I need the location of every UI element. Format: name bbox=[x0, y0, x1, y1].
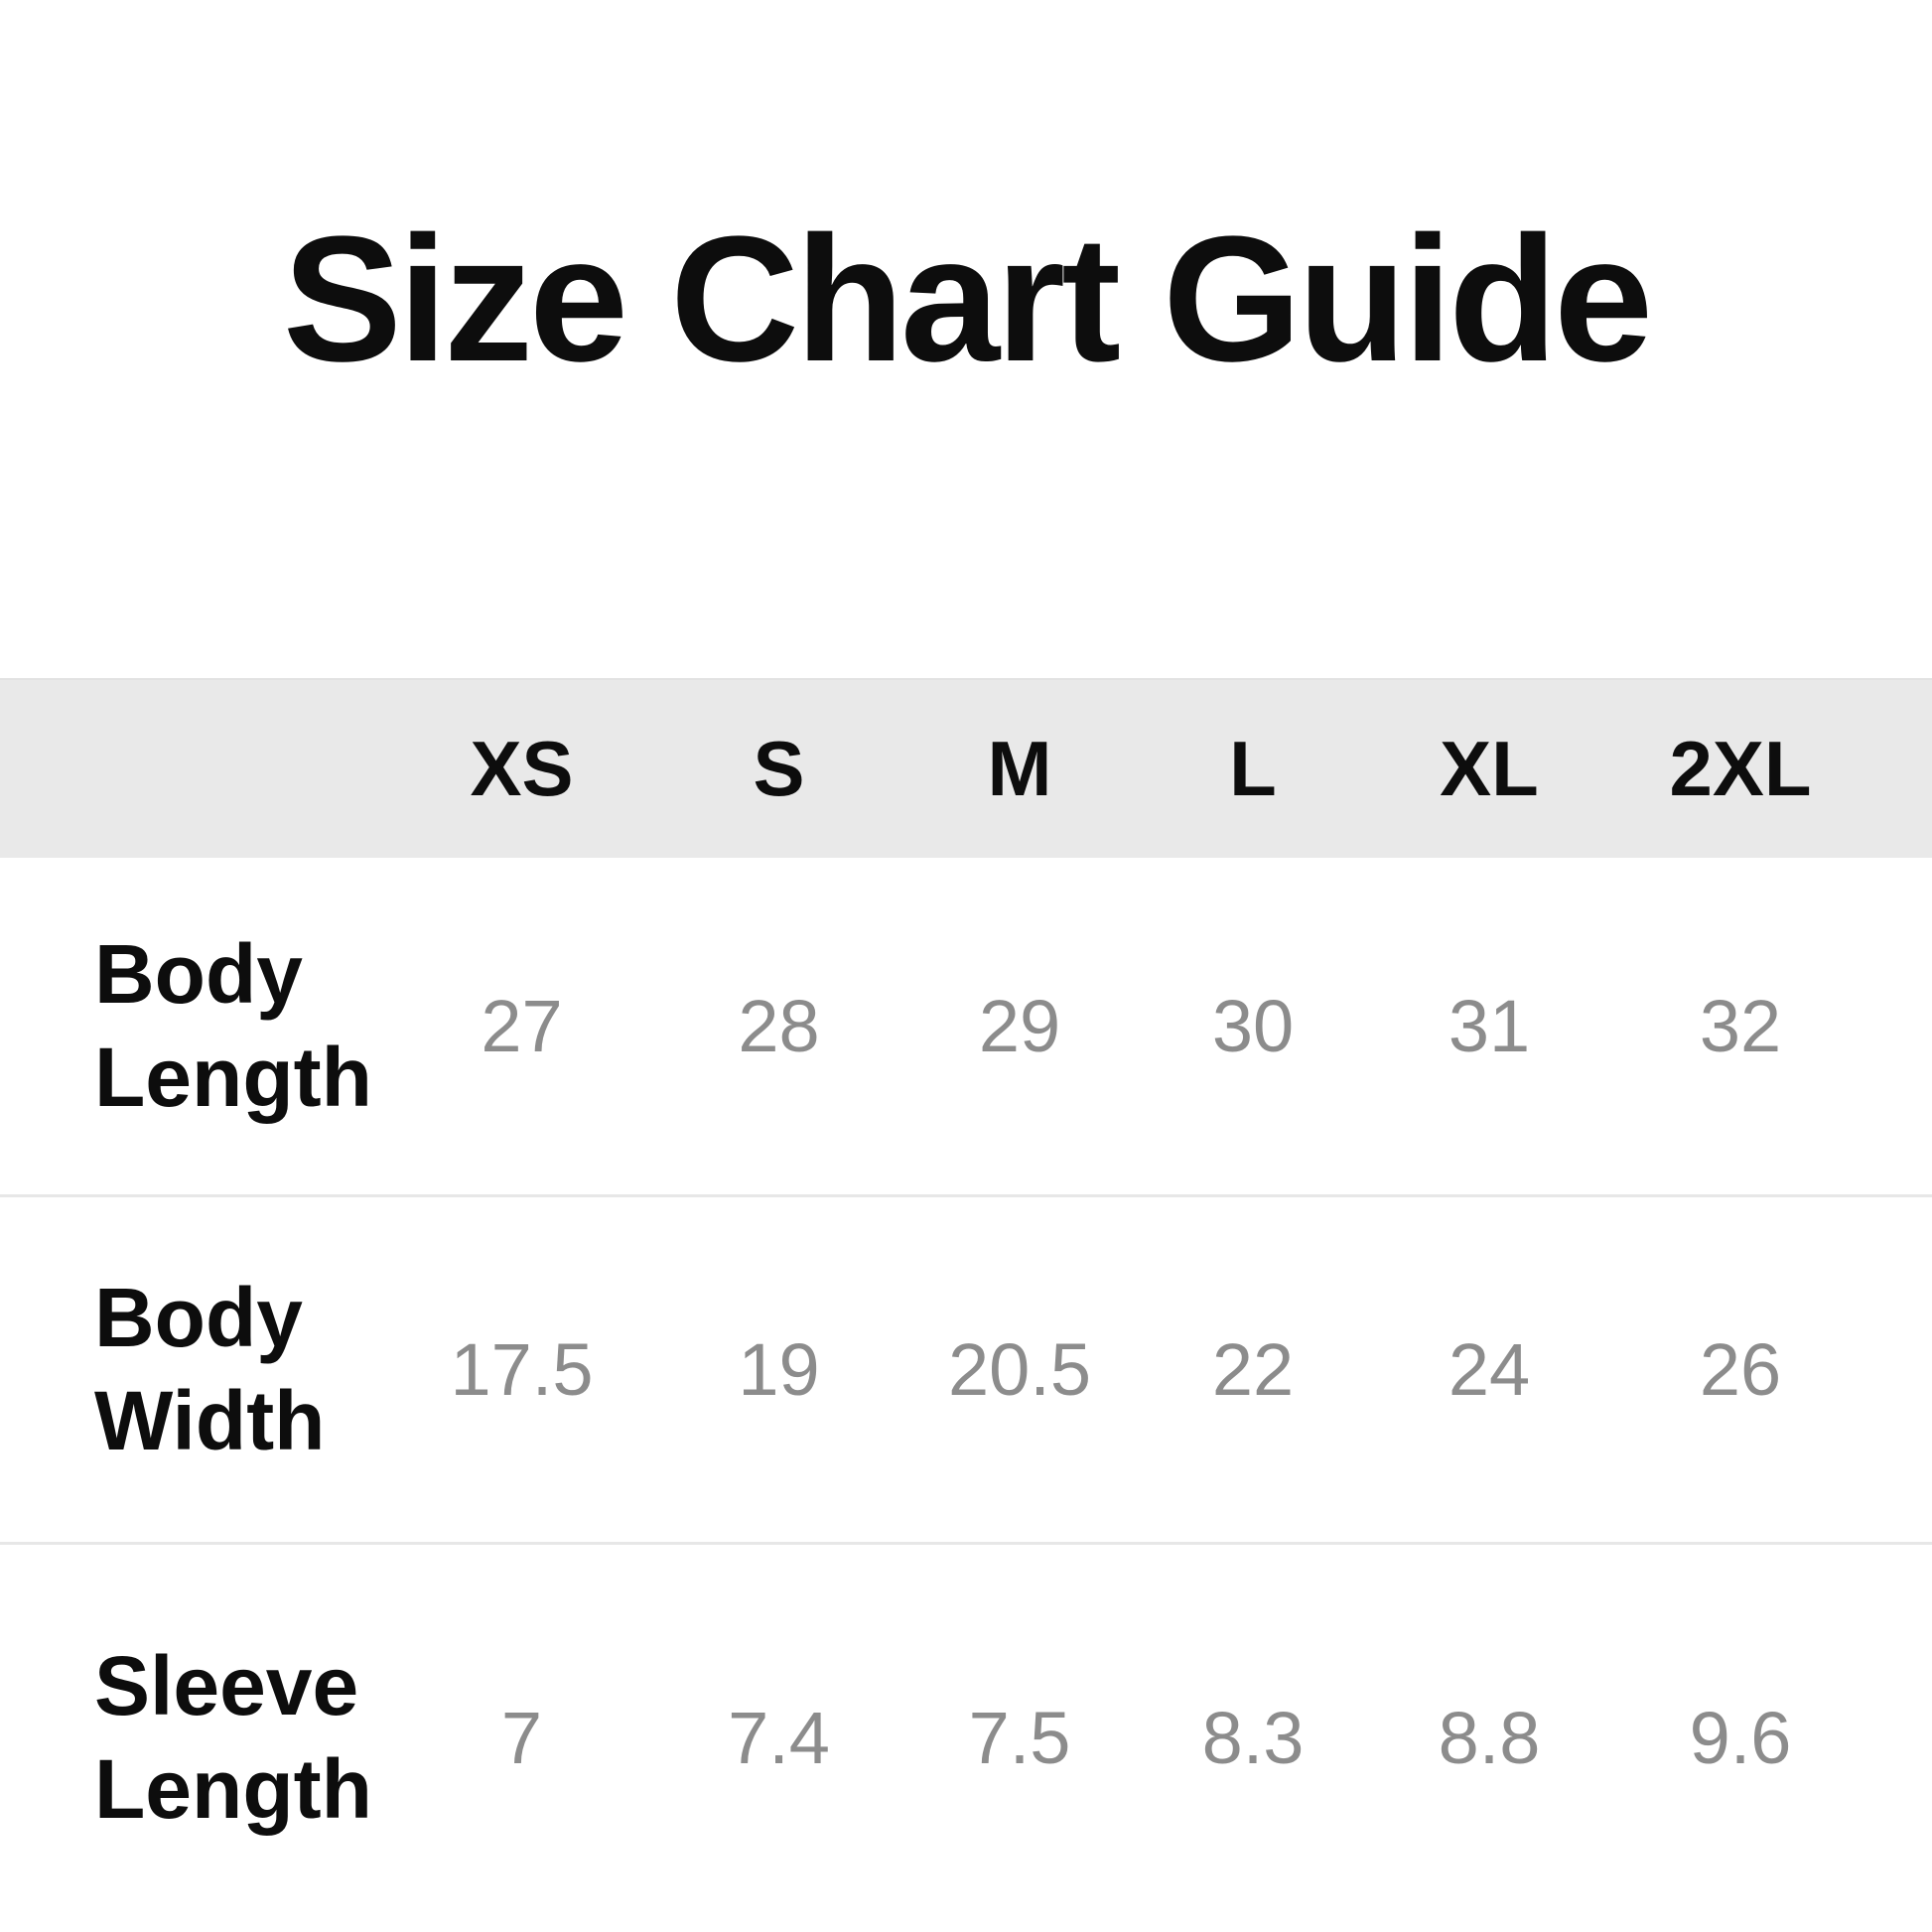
row-spacer-cell bbox=[1870, 1195, 1932, 1543]
body-width-2xl: 26 bbox=[1699, 1327, 1782, 1411]
sleeve-length-2xl: 9.6 bbox=[1689, 1696, 1792, 1779]
header-empty-cell bbox=[0, 679, 387, 858]
row-label-body-width: Body Width bbox=[94, 1270, 326, 1467]
row-label-sleeve-length: Sleeve Length bbox=[94, 1639, 372, 1837]
body-length-l: 30 bbox=[1211, 984, 1295, 1067]
body-width-m: 20.5 bbox=[947, 1327, 1092, 1411]
body-width-xs: 17.5 bbox=[450, 1327, 594, 1411]
size-col-header-2xl: 2XL bbox=[1669, 725, 1812, 812]
sleeve-length-s: 7.4 bbox=[728, 1696, 830, 1779]
sleeve-length-l: 8.3 bbox=[1201, 1696, 1305, 1779]
row-spacer-cell bbox=[1870, 858, 1932, 1195]
table-row-body-width: Body Width 17.5 19 20.5 22 24 26 bbox=[0, 1195, 1932, 1543]
row-label-body-length: Body Length bbox=[94, 927, 372, 1125]
sleeve-length-xs: 7 bbox=[500, 1696, 543, 1779]
body-length-m: 29 bbox=[978, 984, 1061, 1067]
sleeve-length-m: 7.5 bbox=[968, 1696, 1071, 1779]
size-col-header-m: M bbox=[987, 725, 1052, 812]
body-length-s: 28 bbox=[738, 984, 820, 1067]
body-width-s: 19 bbox=[738, 1327, 820, 1411]
sleeve-length-xl: 8.8 bbox=[1438, 1696, 1541, 1779]
size-col-header-xl: XL bbox=[1440, 725, 1539, 812]
body-width-xl: 24 bbox=[1448, 1327, 1531, 1411]
size-col-header-xs: XS bbox=[470, 725, 574, 812]
header-spacer-cell bbox=[1870, 679, 1932, 858]
size-col-header-l: L bbox=[1229, 725, 1277, 812]
table-row-sleeve-length: Sleeve Length 7 7.4 7.5 8.3 8.8 9.6 bbox=[0, 1543, 1932, 1931]
row-spacer-cell bbox=[1870, 1543, 1932, 1931]
size-col-header-s: S bbox=[753, 725, 805, 812]
body-width-l: 22 bbox=[1211, 1327, 1295, 1411]
size-header-row: XS S M L XL 2XL bbox=[0, 679, 1932, 858]
body-length-xs: 27 bbox=[481, 984, 563, 1067]
page-title: Size Chart Guide bbox=[282, 200, 1653, 399]
table-row-body-length: Body Length 27 28 29 30 31 32 bbox=[0, 858, 1932, 1195]
body-length-xl: 31 bbox=[1448, 984, 1531, 1067]
body-length-2xl: 32 bbox=[1699, 984, 1782, 1067]
size-chart-table: XS S M L XL 2XL Body Length 27 28 29 30 … bbox=[0, 678, 1932, 1931]
